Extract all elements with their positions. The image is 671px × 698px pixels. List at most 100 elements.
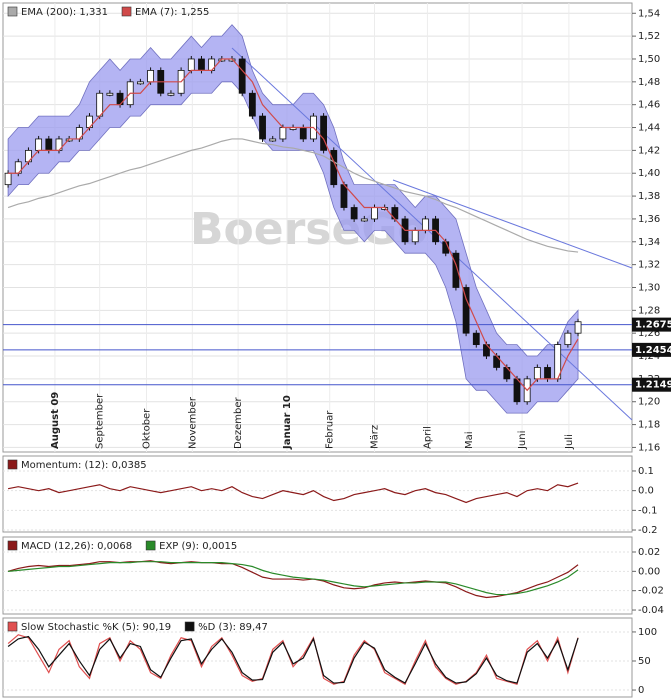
series-line: [8, 561, 579, 596]
candle: [564, 332, 572, 346]
candle: [238, 58, 246, 94]
legend-label: %D (3): 89,47: [198, 622, 268, 633]
legend-swatch: [121, 6, 132, 17]
y-tick-label: 1,40: [638, 168, 660, 179]
trend-line: [392, 179, 633, 269]
candle: [421, 218, 429, 231]
candle: [544, 367, 551, 380]
y-tick-label: 1,44: [638, 123, 660, 134]
level-box: [632, 377, 671, 392]
candle: [137, 81, 144, 85]
candle: [198, 58, 205, 71]
y-tick-label: 1,50: [638, 54, 660, 65]
legend-swatch: [184, 621, 195, 632]
legend-swatch: [7, 621, 18, 632]
level-box: [632, 342, 671, 357]
legend-swatch: [7, 459, 18, 470]
candle: [269, 138, 277, 142]
x-tick-label: August 09: [50, 392, 61, 449]
candle: [167, 92, 175, 96]
candle: [147, 70, 154, 83]
level-label: 1.2149: [635, 380, 671, 391]
y-tick-label: 1,30: [638, 282, 660, 293]
y-tick-label: 1,42: [638, 145, 660, 156]
panel: [2, 617, 633, 698]
series-line: [7, 138, 579, 253]
y-tick-label: -0.04: [638, 605, 664, 616]
y-tick-label: -0.1: [638, 505, 658, 516]
candle: [452, 252, 460, 288]
x-tick-label: Februar: [325, 410, 336, 449]
x-tick-label: Juli: [564, 434, 575, 450]
y-tick-label: 1,48: [638, 77, 660, 88]
x-tick-label: September: [95, 393, 106, 449]
panel: [2, 455, 633, 533]
candle: [371, 207, 378, 220]
y-tick-label: 1,54: [638, 8, 660, 19]
legend-swatch: [7, 6, 18, 17]
candle: [340, 184, 348, 208]
y-tick-label: 1,26: [638, 328, 660, 339]
bollinger-band: [7, 24, 579, 414]
y-tick-label: 1,20: [638, 397, 660, 408]
y-tick-label: 0.0: [638, 486, 654, 497]
candle: [320, 115, 328, 151]
y-tick-label: 0.1: [638, 466, 654, 477]
y-tick-label: 1,18: [638, 420, 660, 431]
candle: [513, 378, 521, 403]
y-tick-label: 0.02: [638, 547, 660, 558]
series-line: [8, 58, 579, 392]
y-tick-label: 1,36: [638, 214, 660, 225]
legend-label: MACD (12,26): 0,0068: [21, 541, 132, 552]
trend-line: [231, 47, 633, 421]
legend-label: Momentum: (12): 0,0385: [21, 460, 147, 471]
series-line: [7, 482, 579, 504]
y-tick-label: -0.2: [638, 525, 658, 536]
x-tick-label: Juni: [517, 431, 528, 450]
level-label: 1.2454: [635, 345, 671, 356]
x-tick-label: November: [187, 396, 198, 449]
candle: [574, 321, 582, 334]
candle: [4, 172, 12, 186]
panel: [2, 536, 633, 615]
candle: [35, 138, 43, 151]
legend-label: Slow Stochastic %K (5): 90,19: [21, 622, 171, 633]
y-tick-label: 1,28: [638, 305, 660, 316]
y-tick-label: 1,38: [638, 191, 660, 202]
candle: [45, 138, 53, 151]
candle: [472, 332, 480, 346]
y-tick-label: 100: [638, 627, 657, 638]
candle: [96, 92, 104, 117]
candle: [411, 229, 419, 243]
level-label: 1.2675: [635, 320, 671, 331]
legend-swatch: [7, 540, 18, 551]
candle: [259, 115, 266, 140]
candle: [360, 218, 368, 222]
candle: [533, 367, 541, 380]
x-tick-label: April: [422, 426, 433, 449]
y-tick-label: 1,32: [638, 260, 660, 271]
candle: [106, 92, 114, 96]
x-tick-label: Dezember: [233, 397, 244, 449]
series-line: [7, 560, 579, 599]
legend-swatch: [145, 540, 156, 551]
x-tick-label: Oktober: [142, 408, 153, 449]
legend-label: EMA (7): 1,255: [135, 7, 209, 18]
level-box: [632, 317, 671, 332]
y-tick-label: 1,46: [638, 100, 660, 111]
y-tick-label: 1,34: [638, 237, 660, 248]
legend-label: EMA (200): 1,331: [21, 7, 108, 18]
x-tick-label: Januar 10: [282, 395, 293, 450]
y-tick-label: 1,52: [638, 31, 660, 42]
series-line: [7, 635, 579, 684]
legend-label: EXP (9): 0,0015: [159, 541, 237, 552]
candle: [248, 92, 256, 117]
series-line: [7, 634, 579, 686]
y-tick-label: 0.00: [638, 566, 660, 577]
candle: [299, 127, 307, 140]
candle: [187, 58, 195, 71]
candle: [350, 207, 358, 220]
y-tick-label: 1,16: [638, 442, 660, 453]
x-tick-label: Mai: [464, 431, 475, 449]
